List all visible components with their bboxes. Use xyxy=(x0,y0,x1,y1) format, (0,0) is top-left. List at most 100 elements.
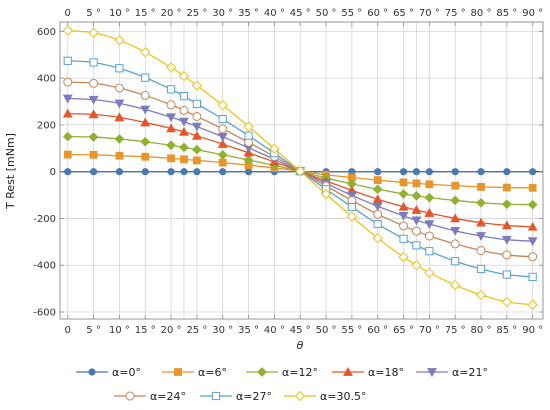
data-point xyxy=(374,168,382,176)
data-point xyxy=(62,131,73,142)
data-point xyxy=(475,289,487,301)
data-point xyxy=(88,132,99,142)
x-tick-label-top: 85 ° xyxy=(496,8,517,19)
x-tick-label-top: 75 ° xyxy=(445,8,466,19)
y-tick-label: 200 xyxy=(37,120,56,131)
data-point xyxy=(501,220,512,230)
legend-label: α=6° xyxy=(198,366,227,379)
legend-marker xyxy=(174,368,182,376)
legend-item: α=21° xyxy=(416,366,488,379)
data-point xyxy=(412,168,421,176)
x-tick-label-top: 15 ° xyxy=(135,8,156,19)
data-point xyxy=(140,136,151,147)
x-tick-label-top: 60 ° xyxy=(367,8,388,19)
series-7 xyxy=(62,25,538,310)
data-point xyxy=(373,176,382,184)
data-point xyxy=(347,202,356,212)
data-point xyxy=(412,179,421,188)
data-point xyxy=(527,199,538,210)
data-point xyxy=(179,105,189,115)
data-point xyxy=(114,99,125,109)
x-tick-label-top: 80 ° xyxy=(471,8,492,19)
data-point xyxy=(502,270,511,279)
x-tick-label-bottom: 50 ° xyxy=(316,325,337,336)
data-point xyxy=(62,108,73,118)
legend-marker xyxy=(427,368,437,378)
x-tick-label-bottom: 65 ° xyxy=(393,325,414,336)
data-point xyxy=(89,150,98,159)
data-point xyxy=(425,180,434,189)
data-point xyxy=(450,279,461,291)
legend-label: α=21° xyxy=(452,366,488,379)
data-point xyxy=(450,227,461,236)
y-tick-label: 600 xyxy=(37,27,56,38)
data-point xyxy=(219,168,227,176)
y-tick-label: -200 xyxy=(33,214,56,225)
x-tick-label-bottom: 25 ° xyxy=(186,325,207,336)
data-point xyxy=(140,47,151,58)
x-tick-label-bottom: 20 ° xyxy=(161,325,182,336)
x-tick-label-bottom: 70 ° xyxy=(419,325,440,336)
x-tick-label-bottom: 40 ° xyxy=(264,325,285,336)
data-point xyxy=(141,152,150,161)
x-tick-label-bottom: 55 ° xyxy=(341,325,362,336)
data-point xyxy=(476,232,486,241)
data-point xyxy=(179,142,189,153)
legend-item: α=27° xyxy=(200,390,272,403)
data-point xyxy=(527,299,538,310)
data-point xyxy=(63,77,73,87)
x-tick-label-top: 90 ° xyxy=(522,8,543,19)
x-tick-label-top: 0 xyxy=(65,8,71,19)
x-tick-label-top: 50 ° xyxy=(316,8,337,19)
legend-marker xyxy=(125,391,135,401)
data-point xyxy=(346,211,357,222)
data-point xyxy=(217,100,228,111)
data-point xyxy=(451,257,460,266)
data-point xyxy=(140,105,151,115)
data-point xyxy=(425,247,434,256)
data-point xyxy=(218,124,228,134)
data-point xyxy=(450,195,461,206)
data-point xyxy=(114,83,124,93)
x-tick-label-top: 40 ° xyxy=(264,8,285,19)
data-point xyxy=(140,117,151,127)
data-point xyxy=(217,133,228,142)
data-point xyxy=(399,168,408,176)
legend-item: α=24° xyxy=(114,390,186,403)
data-point xyxy=(476,245,486,255)
x-tick-label-top: 25 ° xyxy=(186,8,207,19)
data-point xyxy=(180,168,188,176)
data-point xyxy=(89,78,99,88)
data-point xyxy=(451,168,459,176)
data-point xyxy=(217,150,228,160)
data-point xyxy=(88,27,99,38)
y-axis-label: T Rest [mNm] xyxy=(4,133,17,210)
data-point xyxy=(424,208,435,217)
data-point xyxy=(180,155,188,164)
data-point xyxy=(477,168,485,176)
data-point xyxy=(62,94,73,104)
legend-item: α=18° xyxy=(332,366,404,379)
data-point xyxy=(527,221,538,231)
data-point xyxy=(424,220,435,230)
data-point xyxy=(179,117,189,127)
data-point xyxy=(501,235,512,245)
data-point xyxy=(192,144,202,155)
data-point xyxy=(411,205,422,214)
data-point xyxy=(398,212,409,221)
data-point xyxy=(114,112,125,122)
y-tick-label: -600 xyxy=(33,307,56,318)
data-point xyxy=(269,143,280,154)
y-tick-label: 0 xyxy=(50,167,56,178)
tick-labels: 0 0 5 ° 5 ° 10 ° 10 ° 15 ° 15 ° 20 ° 20 ° 25 ° 25 °… xyxy=(33,8,543,336)
data-point xyxy=(89,58,98,67)
data-point xyxy=(450,213,461,223)
data-point xyxy=(166,123,176,133)
data-point xyxy=(476,217,486,227)
data-point xyxy=(191,122,202,132)
data-point xyxy=(399,178,408,187)
data-point xyxy=(476,197,486,208)
data-point xyxy=(399,234,408,243)
legend-item: α=12° xyxy=(246,366,318,379)
data-point xyxy=(476,264,486,274)
